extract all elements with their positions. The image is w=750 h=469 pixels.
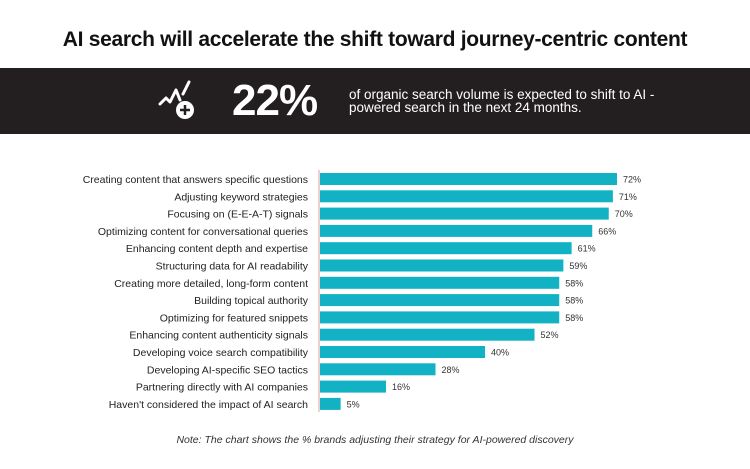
category-label: Enhancing content depth and expertise (126, 243, 308, 255)
bar (320, 173, 617, 185)
bar (320, 311, 560, 324)
chart-title: AI search will accelerate the shift towa… (62, 28, 688, 51)
category-label: Creating content that answers specific q… (83, 174, 308, 186)
value-label: 66% (598, 226, 616, 236)
bar (320, 259, 564, 272)
bar (320, 346, 485, 358)
bar (320, 224, 593, 237)
category-label: Structuring data for AI readability (156, 261, 309, 273)
bar (320, 363, 436, 376)
category-label: Creating more detailed, long-form conten… (114, 278, 308, 290)
bar (320, 380, 386, 393)
value-label: 5% (347, 399, 360, 409)
value-label: 71% (619, 192, 637, 202)
category-label: Optimizing content for conversational qu… (98, 226, 308, 238)
bar (320, 190, 613, 203)
category-label: Partnering directly with AI companies (136, 382, 308, 394)
bar (320, 328, 535, 341)
category-label: Enhancing content authenticity signals (129, 330, 308, 342)
category-label: Focusing on (E-E-A-T) signals (167, 209, 308, 221)
value-label: 58% (565, 296, 583, 306)
value-label: 16% (392, 382, 410, 392)
value-label: 40% (491, 348, 509, 358)
bar (320, 276, 560, 289)
trend-chart-plus-icon (158, 80, 194, 119)
value-label: 58% (565, 278, 583, 288)
value-label: 28% (442, 365, 460, 375)
value-label: 59% (569, 261, 587, 271)
value-label: 52% (541, 330, 559, 340)
value-label: 58% (565, 313, 583, 323)
stat-value: 22% (232, 76, 318, 125)
chart-note: Note: The chart shows the % brands adjus… (176, 434, 574, 446)
stat-text: of organic search volume is expected to … (349, 87, 655, 115)
category-label: Building topical authority (194, 295, 309, 307)
bar (320, 207, 609, 220)
bar (320, 397, 341, 410)
value-label: 61% (578, 244, 596, 254)
stat-banner: 22% of organic search volume is expected… (0, 68, 750, 134)
category-label: Adjusting keyword strategies (174, 191, 308, 203)
category-label: Developing AI-specific SEO tactics (147, 364, 308, 376)
bar-chart: Creating content that answers specific q… (83, 170, 641, 412)
value-label: 70% (615, 209, 633, 219)
category-label: Haven't considered the impact of AI sear… (109, 399, 308, 411)
bar (320, 242, 572, 255)
value-label: 72% (623, 175, 641, 185)
category-label: Optimizing for featured snippets (160, 312, 308, 324)
category-label: Developing voice search compatibility (133, 347, 309, 359)
bar (320, 294, 560, 307)
